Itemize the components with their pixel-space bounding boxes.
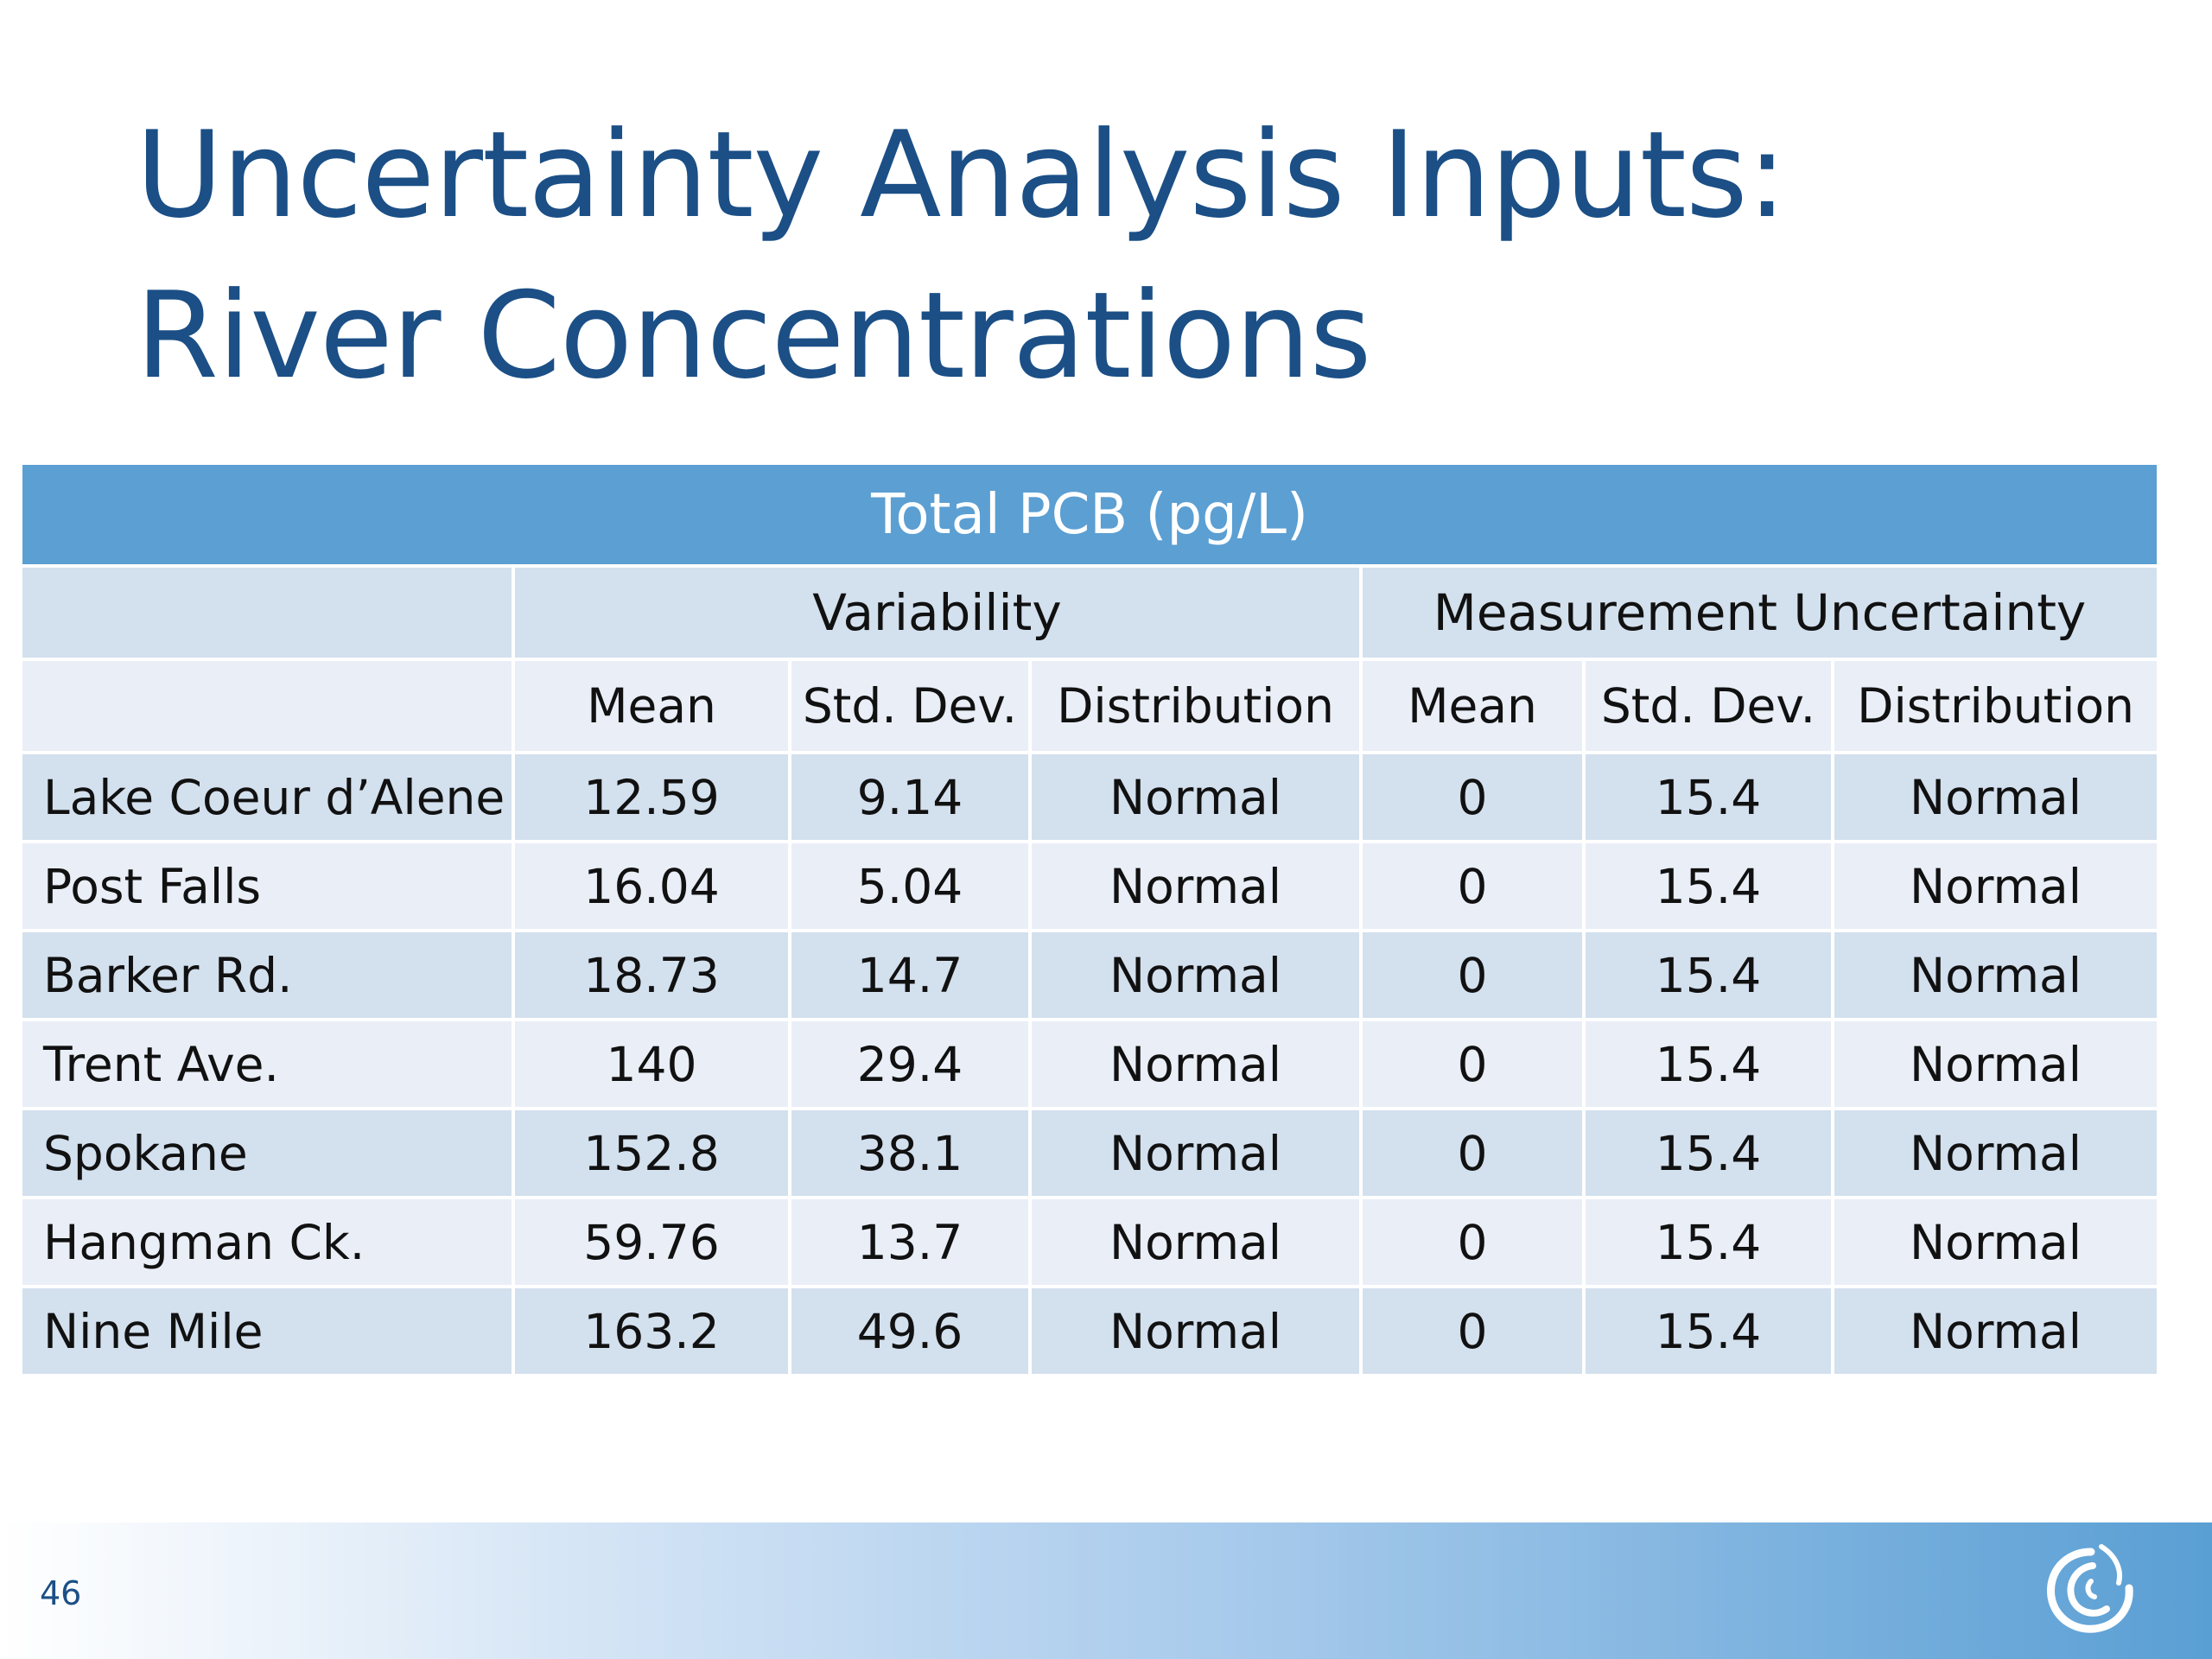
table-row: Post Falls 16.04 5.04 Normal 0 15.4 Norm… — [19, 840, 2161, 932]
location-cell: Post Falls — [19, 840, 515, 932]
table-row: Spokane 152.8 38.1 Normal 0 15.4 Normal — [19, 1107, 2161, 1199]
mu-dist-cell: Normal — [1830, 1018, 2161, 1110]
table-row: Trent Ave. 140 29.4 Normal 0 15.4 Normal — [19, 1018, 2161, 1110]
var-sd-cell: 5.04 — [788, 840, 1032, 932]
var-dist-cell: Normal — [1028, 1196, 1363, 1288]
mu-sd-cell: 15.4 — [1582, 840, 1834, 932]
mu-mean-cell: 0 — [1359, 1107, 1586, 1199]
table-row: Nine Mile 163.2 49.6 Normal 0 15.4 Norma… — [19, 1285, 2161, 1377]
mu-dist-cell: Normal — [1830, 1285, 2161, 1377]
mu-sd-cell: 15.4 — [1582, 1107, 1834, 1199]
location-cell: Spokane — [19, 1107, 515, 1199]
mu-dist-cell: Normal — [1830, 1107, 2161, 1199]
mu-mean-cell: 0 — [1359, 1196, 1586, 1288]
var-mean-cell: 18.73 — [512, 929, 791, 1021]
location-cell: Barker Rd. — [19, 929, 515, 1021]
mu-mean-cell: 0 — [1359, 1285, 1586, 1377]
table-row: Lake Coeur d’Alene 12.59 9.14 Normal 0 1… — [19, 751, 2161, 843]
mu-dist-cell: Normal — [1830, 929, 2161, 1021]
var-mean-cell: 152.8 — [512, 1107, 791, 1199]
var-sd-cell: 29.4 — [788, 1018, 1032, 1110]
mu-mean-cell: 0 — [1359, 751, 1586, 843]
var-sd-cell: 49.6 — [788, 1285, 1032, 1377]
footer-band — [0, 1522, 2212, 1659]
subheader-mean: Mean — [512, 658, 791, 754]
mu-dist-cell: Normal — [1830, 751, 2161, 843]
page-number: 46 — [40, 1574, 82, 1612]
var-dist-cell: Normal — [1028, 840, 1363, 932]
mu-sd-cell: 15.4 — [1582, 1018, 1834, 1110]
table-row: Barker Rd. 18.73 14.7 Normal 0 15.4 Norm… — [19, 929, 2161, 1021]
mu-sd-cell: 15.4 — [1582, 929, 1834, 1021]
var-dist-cell: Normal — [1028, 751, 1363, 843]
slide-title-line-1: Uncertainty Analysis Inputs: — [136, 105, 1787, 245]
var-sd-cell: 13.7 — [788, 1196, 1032, 1288]
table-header: Total PCB (pg/L) — [18, 461, 2161, 568]
mu-sd-cell: 15.4 — [1582, 1196, 1834, 1288]
mu-dist-cell: Normal — [1830, 1196, 2161, 1288]
var-mean-cell: 140 — [512, 1018, 791, 1110]
var-dist-cell: Normal — [1028, 1018, 1363, 1110]
var-sd-cell: 14.7 — [788, 929, 1032, 1021]
location-cell: Hangman Ck. — [19, 1196, 515, 1288]
empty-cell — [19, 658, 515, 754]
slide-title-line-2: River Concentrations — [136, 266, 1372, 405]
group-header-row: Variability Measurement Uncertainty — [19, 564, 2161, 661]
var-mean-cell: 12.59 — [512, 751, 791, 843]
mu-mean-cell: 0 — [1359, 929, 1586, 1021]
table-header-row: Total PCB (pg/L) — [18, 461, 2161, 568]
swirl-logo-icon — [2047, 1544, 2133, 1633]
var-dist-cell: Normal — [1028, 929, 1363, 1021]
var-sd-cell: 9.14 — [788, 751, 1032, 843]
empty-cell — [19, 564, 515, 661]
subheader-std-dev: Std. Dev. — [788, 658, 1032, 754]
group-variability: Variability — [512, 564, 1363, 661]
subheader-distribution: Distribution — [1028, 658, 1363, 754]
slide-title: Uncertainty Analysis Inputs: River Conce… — [136, 95, 2037, 416]
subheader-distribution: Distribution — [1830, 658, 2161, 754]
var-dist-cell: Normal — [1028, 1285, 1363, 1377]
mu-sd-cell: 15.4 — [1582, 1285, 1834, 1377]
var-mean-cell: 16.04 — [512, 840, 791, 932]
subheader-std-dev: Std. Dev. — [1582, 658, 1834, 754]
var-mean-cell: 59.76 — [512, 1196, 791, 1288]
mu-dist-cell: Normal — [1830, 840, 2161, 932]
subheader-mean: Mean — [1359, 658, 1586, 754]
mu-sd-cell: 15.4 — [1582, 751, 1834, 843]
location-cell: Trent Ave. — [19, 1018, 515, 1110]
mu-mean-cell: 0 — [1359, 840, 1586, 932]
subheader-row: Mean Std. Dev. Distribution Mean Std. De… — [19, 658, 2161, 754]
group-measurement-uncertainty: Measurement Uncertainty — [1358, 564, 2161, 661]
location-cell: Lake Coeur d’Alene — [19, 751, 515, 843]
mu-mean-cell: 0 — [1359, 1018, 1586, 1110]
var-mean-cell: 163.2 — [512, 1285, 791, 1377]
location-cell: Nine Mile — [19, 1285, 515, 1377]
var-sd-cell: 38.1 — [788, 1107, 1032, 1199]
var-dist-cell: Normal — [1028, 1107, 1363, 1199]
pcb-table: Total PCB (pg/L) Variability Measurement… — [18, 461, 2161, 1377]
table-row: Hangman Ck. 59.76 13.7 Normal 0 15.4 Nor… — [19, 1196, 2161, 1288]
